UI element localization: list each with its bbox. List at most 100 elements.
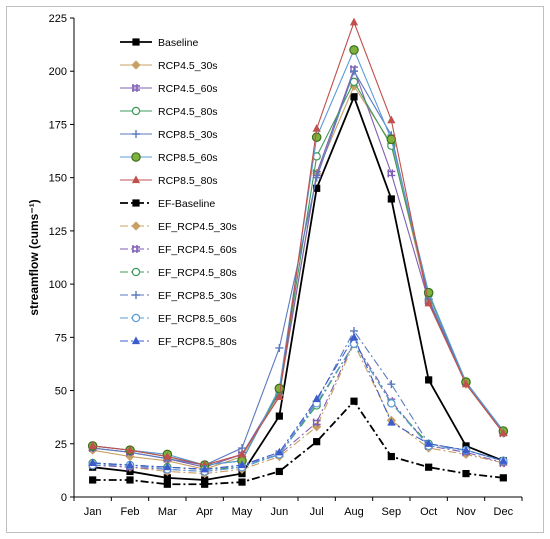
legend-label: EF_RCP8.5_60s [158, 313, 237, 325]
legend-marker [132, 245, 140, 253]
series-line-baseline [92, 94, 504, 481]
data-point-baseline [163, 474, 171, 482]
legend-label: RCP8.5_60s [158, 152, 218, 164]
y-tick-label: 25 [55, 439, 67, 451]
data-point-ef-rcp8-5-80s [275, 447, 284, 456]
data-point-ef-baseline [275, 467, 283, 476]
series-line-ef-rcp4-5-80s [92, 342, 504, 470]
series-ef-rcp8-5-30s [88, 326, 508, 474]
legend-item-rcp8-5-80s: RCP8.5_80s [120, 175, 218, 187]
data-point-ef-rcp4-5-30s [312, 422, 322, 432]
data-point-rcp8-5-60s [349, 45, 359, 55]
x-tick-label-nov: Nov [456, 506, 476, 518]
series-line-rcp4-5-30s [92, 84, 504, 470]
legend-item-ef-rcp8-5-80s: EF_RCP8.5_80s [120, 336, 237, 348]
data-point-ef-rcp8-5-80s [387, 417, 396, 426]
data-point-ef-rcp4-5-60s [312, 418, 321, 427]
series-line-ef-rcp8-5-80s [92, 336, 504, 470]
data-point-rcp8-5-80s [237, 449, 247, 458]
y-tick-label: 125 [49, 226, 67, 238]
data-point-rcp8-5-80s [88, 441, 97, 450]
data-point-ef-baseline [425, 463, 433, 471]
legend-label: RCP8.5_30s [158, 129, 218, 141]
legend-label: RCP4.5_30s [158, 60, 218, 72]
legend-label: EF_RCP8.5_80s [158, 336, 237, 348]
series-line-rcp8-5-30s [92, 69, 504, 466]
legend-marker [132, 291, 140, 299]
data-point-rcp8-5-80s [424, 298, 433, 307]
data-point-ef-baseline [499, 474, 507, 482]
data-point-ef-baseline [387, 452, 395, 461]
legend-label: EF_RCP4.5_30s [158, 221, 237, 233]
data-point-ef-baseline [201, 480, 209, 488]
data-point-rcp8-5-30s [275, 343, 284, 352]
legend-label: RCP4.5_80s [158, 106, 218, 118]
legend-item-ef-rcp8-5-30s: EF_RCP8.5_30s [120, 290, 237, 302]
data-point-rcp8-5-80s [312, 124, 321, 132]
legend-marker [131, 106, 141, 116]
data-point-ef-rcp8-5-80s [163, 462, 172, 471]
data-point-rcp4-5-60s [387, 169, 396, 178]
legend-marker [131, 60, 141, 70]
legend-marker [131, 313, 141, 323]
legend-item-rcp8-5-60s: RCP8.5_60s [120, 152, 218, 164]
y-tick-label: 100 [49, 279, 67, 291]
x-tick-label-jun: Jun [270, 506, 288, 518]
series-baseline [89, 93, 507, 484]
legend-item-ef-rcp4-5-80s: EF_RCP4.5_80s [120, 267, 237, 279]
series-ef-rcp8-5-80s [88, 332, 508, 473]
data-point-baseline [275, 412, 283, 420]
data-point-ef-baseline [313, 438, 321, 446]
legend-item-rcp8-5-30s: RCP8.5_30s [120, 129, 218, 141]
legend-marker [131, 221, 141, 231]
x-tick-label-apr: Apr [196, 506, 213, 518]
legend-marker [131, 336, 141, 345]
x-tick-label-mar: Mar [158, 506, 177, 518]
data-point-rcp8-5-80s [461, 379, 471, 388]
y-tick-label: 75 [55, 332, 67, 344]
data-point-rcp8-5-60s [274, 383, 285, 394]
legend: Baseline RCP4.5_30s RCP4.5_60s RCP4.5_80s RC… [120, 37, 237, 348]
legend-item-rcp4-5-80s: RCP4.5_80s [120, 106, 218, 118]
data-point-ef-rcp8-5-80s [499, 456, 508, 464]
x-tick-label-feb: Feb [121, 506, 140, 518]
data-point-rcp8-5-80s [349, 17, 359, 26]
legend-item-ef-rcp8-5-60s: EF_RCP8.5_60s [120, 313, 237, 325]
series-line-ef-baseline [92, 399, 504, 486]
x-tick-label-dec: Dec [494, 506, 514, 518]
legend-marker [132, 199, 140, 207]
data-point-ef-rcp8-5-80s [312, 394, 321, 403]
data-point-rcp8-5-30s [312, 173, 321, 182]
legend-label: RCP8.5_80s [158, 175, 218, 187]
series-rcp8-5-80s [88, 17, 508, 469]
data-point-baseline [425, 376, 433, 384]
x-tick-label-aug: Aug [344, 506, 364, 518]
data-point-ef-rcp8-5-80s [125, 460, 135, 469]
data-point-ef-rcp8-5-80s [424, 439, 433, 447]
data-point-baseline [350, 93, 358, 101]
series-line-rcp8-5-80s [92, 20, 504, 466]
series-rcp8-5-60s [87, 45, 509, 470]
legend-item-ef-rcp4-5-60s: EF_RCP4.5_60s [120, 244, 237, 256]
legend-item-rcp4-5-60s: RCP4.5_60s [120, 83, 218, 95]
data-point-rcp4-5-60s [350, 65, 358, 74]
data-point-rcp8-5-80s [125, 445, 135, 454]
series-line-ef-rcp4-5-60s [92, 340, 504, 473]
y-tick-label: 50 [55, 386, 67, 398]
series-rcp4-5-60s [88, 65, 508, 472]
legend-item-ef-baseline: EF-Baseline [120, 198, 215, 210]
legend-marker [132, 38, 140, 46]
data-point-ef-rcp8-5-80s [88, 458, 97, 467]
x-tick-label-oct: Oct [420, 506, 437, 518]
legend-marker [132, 84, 140, 92]
legend-marker [131, 152, 141, 162]
legend-item-ef-rcp4-5-30s: EF_RCP4.5_30s [120, 221, 237, 233]
data-point-rcp8-5-80s [275, 392, 284, 401]
legend-marker [132, 130, 140, 138]
y-tick-label: 200 [49, 66, 67, 78]
data-point-rcp8-5-80s [387, 115, 396, 124]
series-rcp4-5-30s [88, 81, 508, 474]
legend-label: RCP4.5_60s [158, 83, 218, 95]
legend-item-baseline: Baseline [120, 37, 198, 49]
data-point-ef-rcp8-5-30s [387, 380, 396, 389]
